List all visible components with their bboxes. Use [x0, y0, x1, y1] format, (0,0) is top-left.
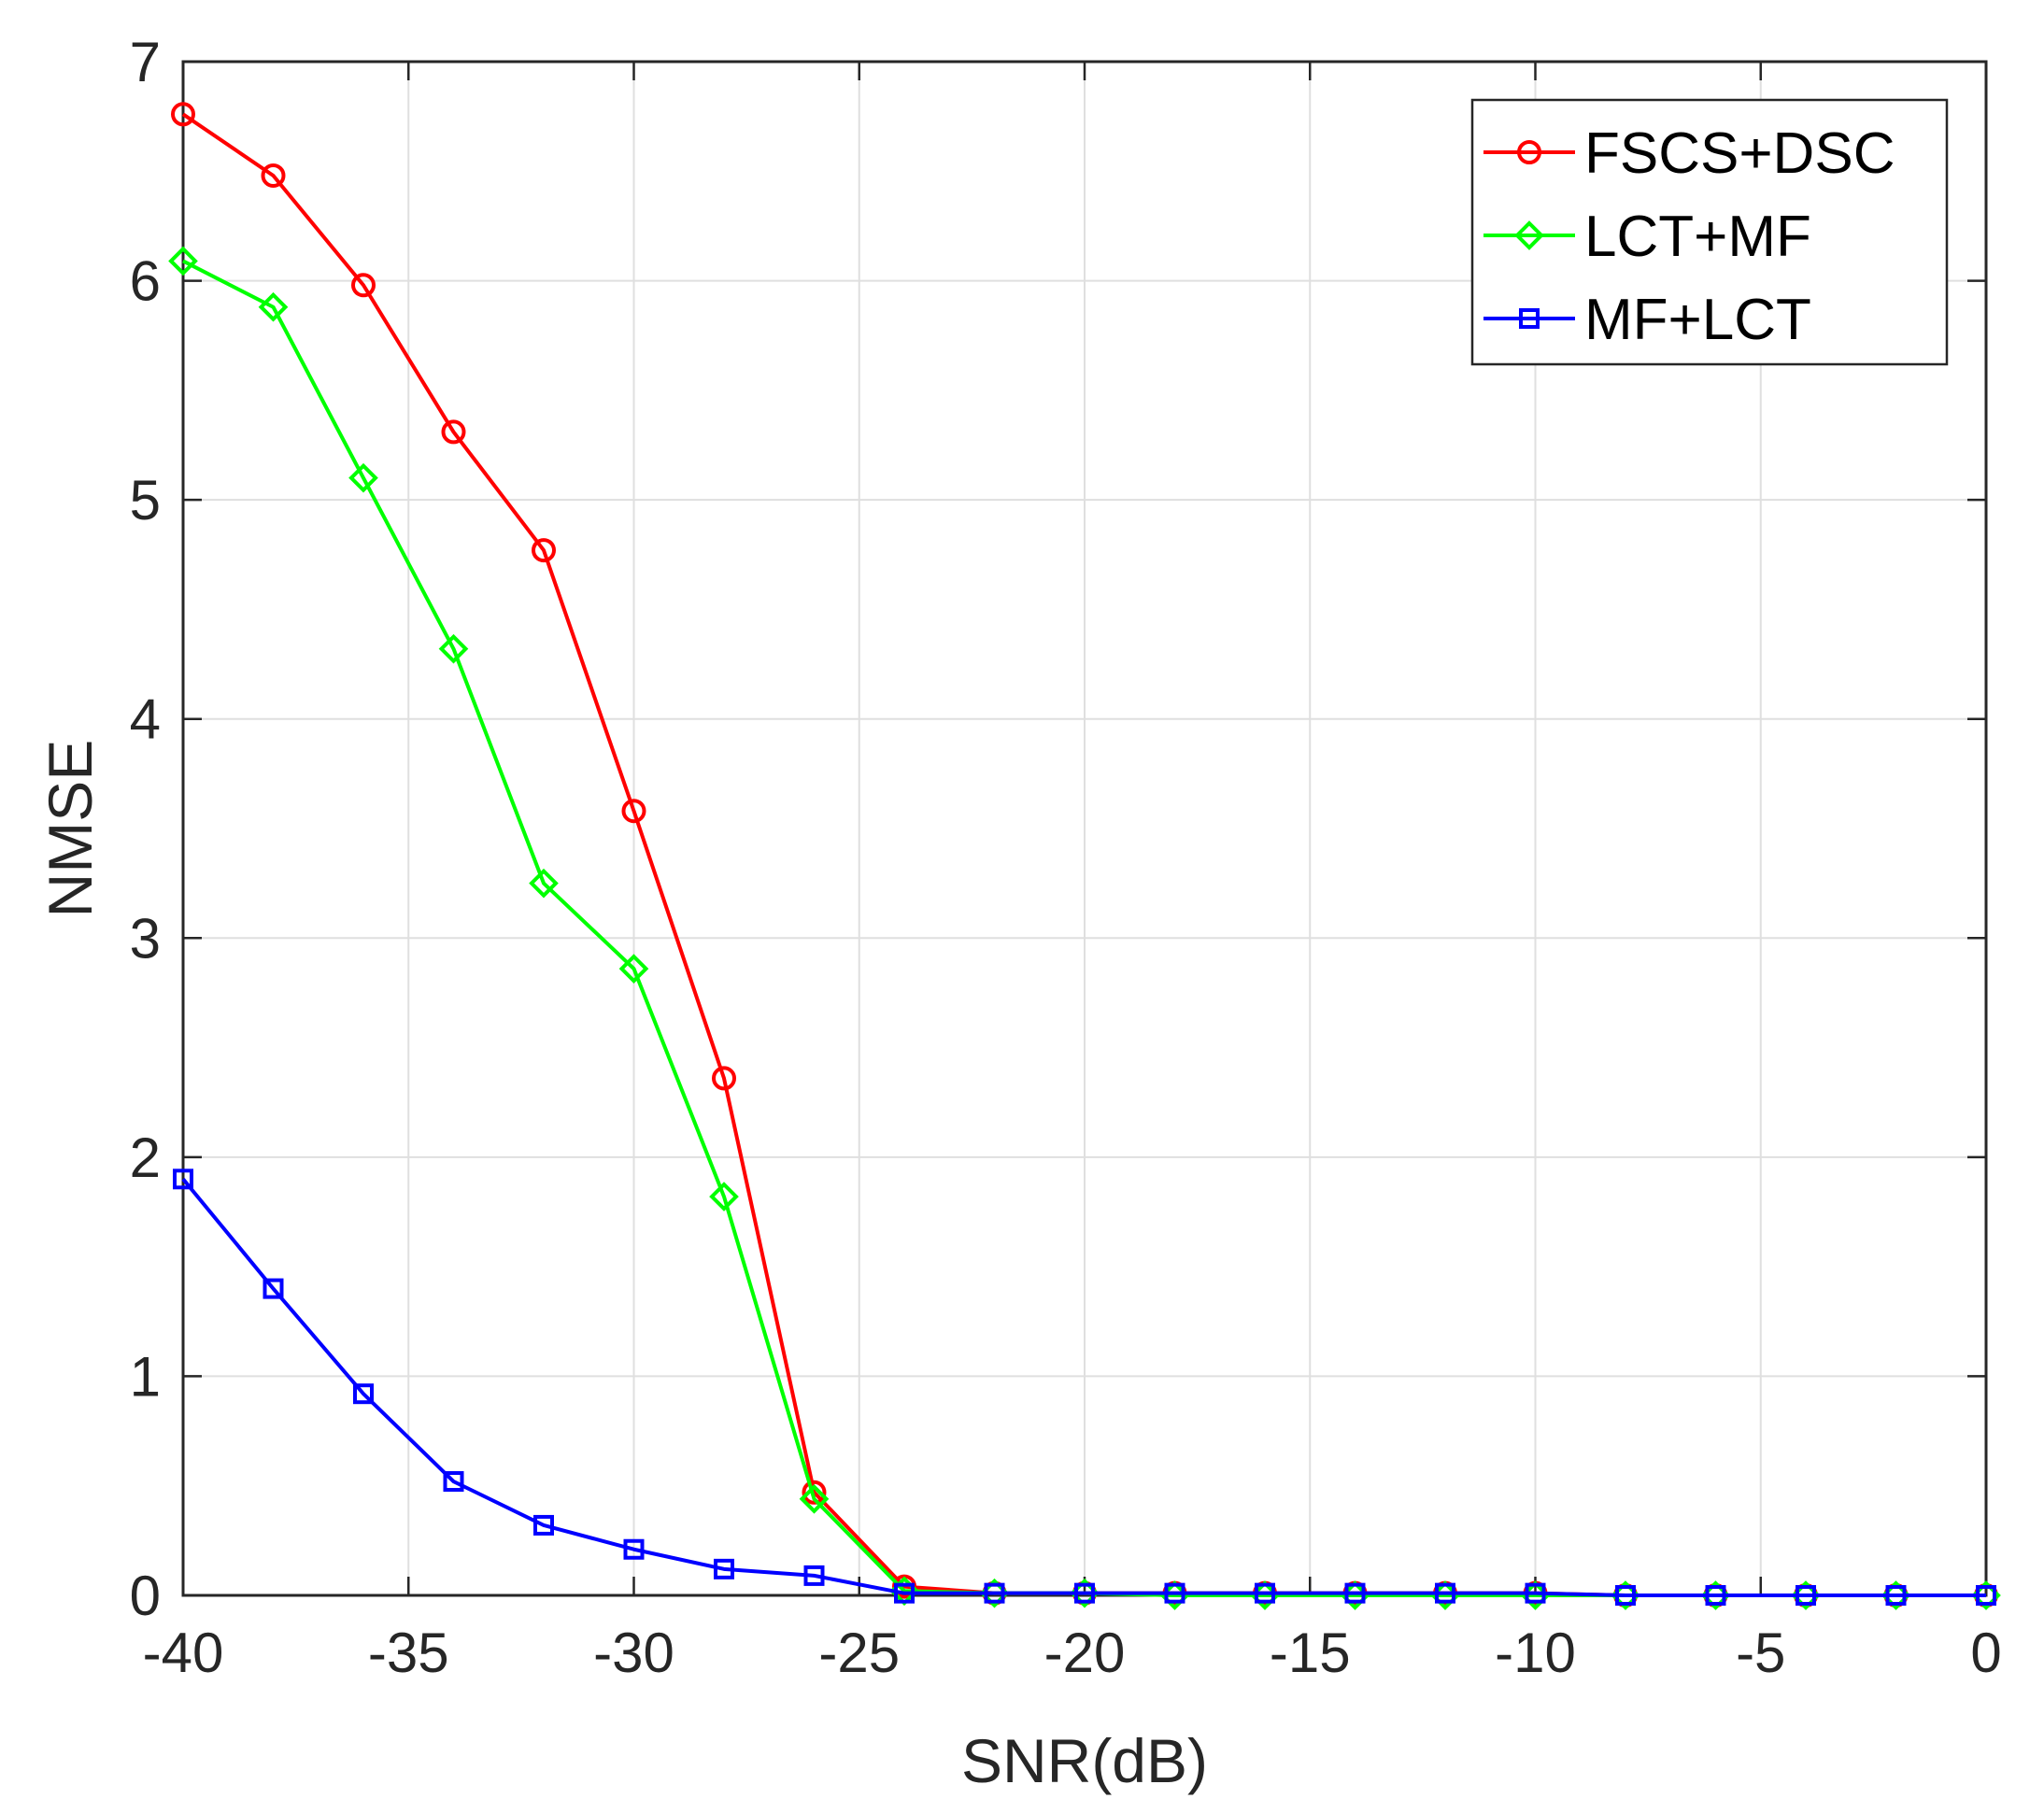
data-point-diamond — [1514, 220, 1544, 250]
data-point-square — [1796, 1585, 1816, 1606]
data-point-diamond — [348, 462, 378, 493]
data-point-circle — [1517, 140, 1541, 164]
y-tick-label: 1 — [130, 1345, 161, 1408]
data-point-circle — [621, 799, 646, 824]
data-point-square — [714, 1558, 734, 1579]
y-tick-label: 5 — [130, 469, 161, 531]
data-point-square — [443, 1471, 464, 1493]
data-point-square — [623, 1538, 645, 1560]
axes: -40 -35 -30 -25 -20 -15 -10 -5 0 0 1 2 3 4 5 6 7 SNR(dB) N… — [35, 31, 2002, 1795]
data-point-square — [1705, 1585, 1726, 1606]
x-tick-label: -35 — [368, 1622, 449, 1684]
y-tick-label: 2 — [130, 1126, 161, 1189]
data-point-square — [894, 1582, 915, 1604]
data-point-circle — [802, 1480, 827, 1505]
data-point-square — [1885, 1585, 1907, 1606]
data-point-square — [263, 1278, 284, 1299]
data-point-diamond — [168, 246, 198, 276]
x-tick-label: -5 — [1736, 1622, 1785, 1684]
series-line — [181, 1178, 1986, 1597]
legend-label: FSCS+DSC — [1584, 121, 1895, 186]
data-point-square — [984, 1582, 1005, 1604]
x-tick-label: -40 — [143, 1622, 224, 1684]
legend-entry: MF+LCT — [1483, 288, 1811, 352]
data-point-circle — [441, 419, 466, 445]
data-point-diamond — [258, 291, 289, 322]
y-tick-label: 6 — [130, 250, 161, 313]
data-point-square — [1615, 1585, 1636, 1606]
y-tick-label: 4 — [130, 688, 161, 751]
data-point-diamond — [709, 1182, 739, 1211]
data-point-square — [1255, 1582, 1275, 1604]
data-point-diamond — [438, 633, 469, 664]
x-tick-label: -10 — [1495, 1622, 1576, 1684]
axes-box — [181, 60, 1988, 1597]
data-point-square — [533, 1514, 554, 1536]
x-tick-label: -25 — [818, 1622, 900, 1684]
data-point-square — [1074, 1582, 1095, 1604]
data-point-square — [1164, 1582, 1185, 1604]
data-point-square — [803, 1565, 825, 1586]
legend-label: LCT+MF — [1584, 205, 1811, 269]
data-point-square — [353, 1383, 374, 1405]
data-series — [168, 102, 2001, 1610]
x-tick-label: -20 — [1044, 1622, 1126, 1684]
data-point-circle — [712, 1066, 736, 1091]
legend-entry: LCT+MF — [1483, 205, 1811, 269]
data-point-diamond — [799, 1483, 830, 1514]
y-tick-label: 0 — [130, 1565, 161, 1627]
data-point-circle — [171, 102, 195, 127]
legend-label: MF+LCT — [1584, 288, 1811, 352]
x-tick-label: -15 — [1270, 1622, 1351, 1684]
data-point-square — [173, 1169, 193, 1190]
data-point-square — [1344, 1582, 1366, 1604]
x-tick-label: -30 — [593, 1622, 674, 1684]
legend-entry: FSCS+DSC — [1483, 121, 1895, 186]
data-point-square — [1519, 308, 1540, 329]
data-point-circle — [351, 273, 376, 298]
data-point-diamond — [618, 954, 649, 984]
y-tick-label: 3 — [130, 907, 161, 970]
x-axis-title: SNR(dB) — [961, 1726, 1208, 1795]
y-axis-title: NMSE — [35, 740, 105, 918]
x-tick-label: 0 — [1970, 1622, 2001, 1684]
data-point-diamond — [529, 868, 559, 899]
data-point-circle — [261, 163, 286, 188]
data-point-circle — [532, 538, 556, 563]
data-point-square — [1435, 1582, 1455, 1604]
data-point-square — [1525, 1582, 1546, 1604]
series-mf-lct — [173, 1169, 1996, 1606]
legend: FSCS+DSC LCT+MF MF+LCT — [1470, 98, 1949, 366]
y-tick-label: 7 — [130, 31, 161, 93]
data-point-square — [1976, 1585, 1996, 1606]
